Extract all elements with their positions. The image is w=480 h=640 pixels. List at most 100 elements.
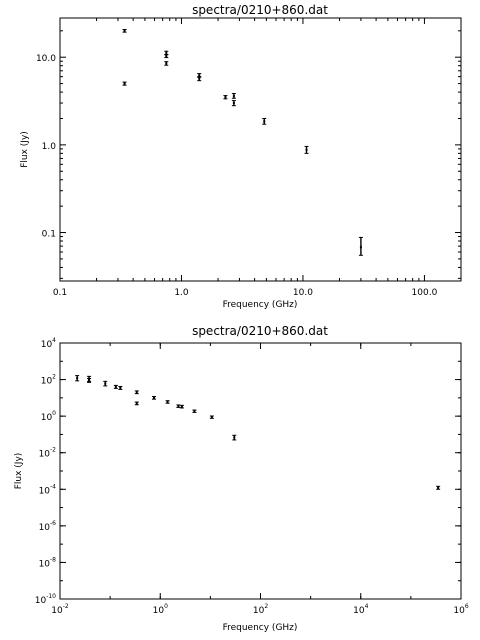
data-point xyxy=(176,404,181,408)
data-point xyxy=(262,117,267,125)
point-marker xyxy=(165,55,168,58)
data-point xyxy=(134,401,139,406)
tick-label-exponent: 6 xyxy=(465,603,469,610)
x-tick-label: 102 xyxy=(253,603,268,616)
data-point xyxy=(192,409,197,413)
y-tick-label: 10-6 xyxy=(39,520,57,533)
data-points xyxy=(122,29,363,256)
data-point xyxy=(151,396,156,400)
plot-frame xyxy=(59,17,462,282)
y-tick-label: 10-2 xyxy=(39,447,57,460)
data-point xyxy=(118,385,123,390)
tick-label-base: 10 xyxy=(353,606,365,616)
point-marker xyxy=(123,82,126,85)
point-marker xyxy=(165,62,168,65)
point-marker xyxy=(119,386,122,389)
point-marker xyxy=(210,416,213,419)
point-marker xyxy=(165,51,168,54)
data-point xyxy=(231,93,236,99)
data-point xyxy=(436,485,441,490)
point-marker xyxy=(232,102,235,105)
point-marker xyxy=(88,379,91,382)
y-tick-label: 102 xyxy=(41,374,56,387)
point-marker xyxy=(359,246,362,249)
tick-label-base: 10 xyxy=(39,523,51,533)
data-point xyxy=(231,100,236,107)
x-tick-label: 1.0 xyxy=(174,288,189,298)
x-axis-label: Frequency (GHz) xyxy=(223,300,298,310)
data-point xyxy=(164,54,169,59)
tick-label-base: 10 xyxy=(41,377,53,387)
data-points xyxy=(75,375,441,490)
data-point xyxy=(223,95,228,100)
tick-label-base: 10 xyxy=(453,606,465,616)
y-tick-label: 10-4 xyxy=(39,483,57,496)
tick-labels: 10-2 100 102 104 10610-1010-810-610-410-2100… xyxy=(35,337,469,616)
y-tick-label: 100 xyxy=(41,410,56,423)
tick-label-base: 10 xyxy=(39,450,51,460)
point-marker xyxy=(123,29,126,32)
data-point xyxy=(113,384,118,389)
y-tick-label: 104 xyxy=(41,337,56,350)
point-marker xyxy=(76,377,79,380)
data-point xyxy=(134,390,139,395)
data-point xyxy=(358,236,363,256)
tick-label-exponent: 0 xyxy=(52,410,56,417)
tick-label-exponent: 4 xyxy=(365,603,369,610)
tick-label-base: 10 xyxy=(35,596,47,606)
point-marker xyxy=(233,436,236,439)
y-tick-label: 10.0 xyxy=(36,54,56,64)
point-marker xyxy=(224,96,227,99)
x-axis-label: Frequency (GHz) xyxy=(223,623,298,633)
bottom-spectrum-plot: spectra/0210+860.dat Frequency (GHz) Flu… xyxy=(14,324,469,633)
x-tick-label: 0.1 xyxy=(53,288,67,298)
y-axis-label: Flux (Jy) xyxy=(20,131,30,168)
y-tick-label: 10-10 xyxy=(35,593,56,606)
data-point xyxy=(87,377,92,383)
x-tick-label: 100 xyxy=(153,603,168,616)
point-marker xyxy=(114,385,117,388)
plot-frame xyxy=(59,342,462,600)
tick-label-exponent: -4 xyxy=(50,483,56,490)
data-point xyxy=(75,375,80,382)
tick-label-exponent: 2 xyxy=(52,374,56,381)
point-marker xyxy=(437,486,440,489)
point-marker xyxy=(198,77,201,80)
tick-label-base: 10 xyxy=(39,559,51,569)
axis-ticks xyxy=(59,18,461,281)
x-tick-label: 10-2 xyxy=(51,603,69,616)
tick-label-base: 10 xyxy=(51,606,63,616)
chart-title: spectra/0210+860.dat xyxy=(192,324,328,338)
data-point xyxy=(209,415,214,419)
tick-label-exponent: 2 xyxy=(264,603,268,610)
point-marker xyxy=(180,405,183,408)
data-point xyxy=(197,76,202,82)
axis-ticks xyxy=(59,342,462,600)
tick-label-exponent: -6 xyxy=(50,520,56,527)
chart-title: spectra/0210+860.dat xyxy=(192,3,328,17)
x-tick-label: 104 xyxy=(353,603,368,616)
point-marker xyxy=(263,120,266,123)
tick-label-base: 10 xyxy=(153,606,165,616)
top-spectrum-plot: spectra/0210+860.dat Frequency (GHz) Flu… xyxy=(20,3,462,310)
tick-labels: 0.1 1.0 10.0 100.0 0.1 1.0 10.0 xyxy=(36,54,438,298)
tick-label-exponent: 0 xyxy=(164,603,168,610)
point-marker xyxy=(232,95,235,98)
tick-label-exponent: -10 xyxy=(46,593,56,600)
y-tick-label: 1.0 xyxy=(42,142,57,152)
tick-label-base: 10 xyxy=(41,340,53,350)
tick-label-exponent: -8 xyxy=(50,556,56,563)
point-marker xyxy=(104,382,107,385)
data-point xyxy=(232,434,237,441)
point-marker xyxy=(135,391,138,394)
data-point xyxy=(122,81,127,86)
y-tick-label: 10-8 xyxy=(39,556,57,569)
point-marker xyxy=(177,405,180,408)
tick-label-base: 10 xyxy=(39,486,51,496)
tick-label-exponent: -2 xyxy=(63,603,69,610)
point-marker xyxy=(193,410,196,413)
data-point xyxy=(103,380,108,387)
data-point xyxy=(164,61,169,66)
point-marker xyxy=(198,74,201,77)
